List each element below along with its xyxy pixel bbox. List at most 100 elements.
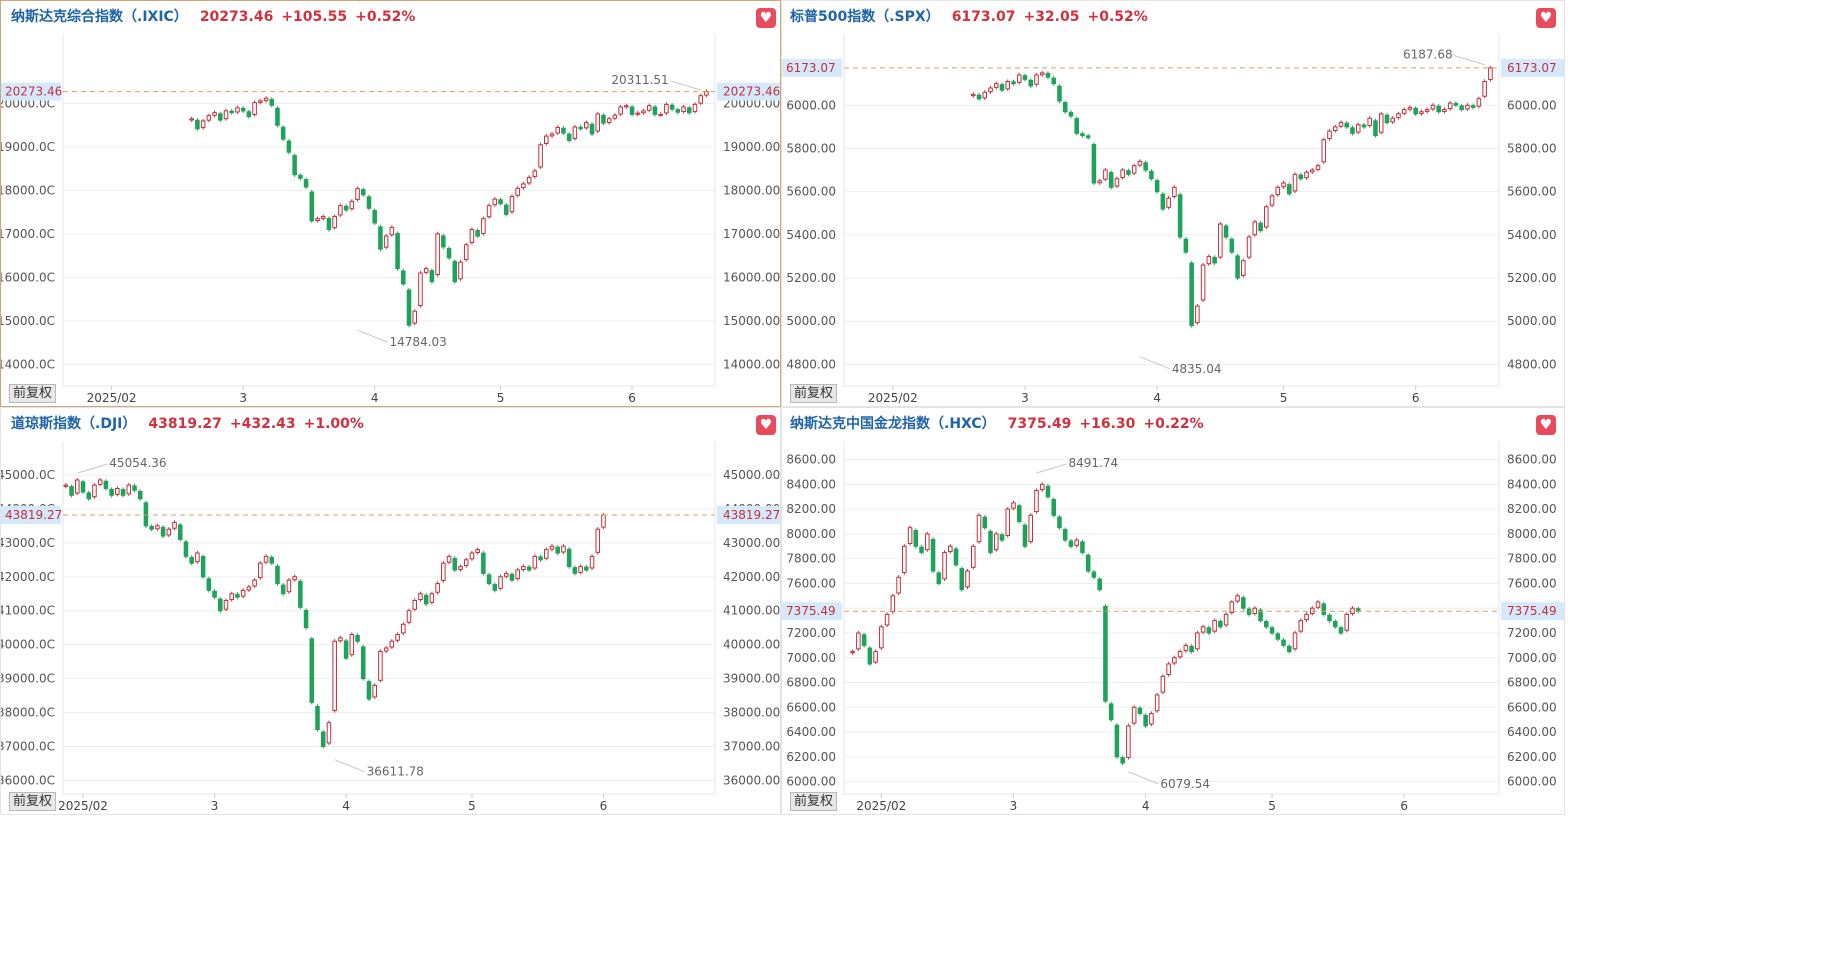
candle-up	[395, 633, 400, 641]
candle-up	[902, 545, 907, 574]
candle-down	[343, 640, 349, 659]
candle-down	[1143, 162, 1148, 171]
candlestick-chart-spx[interactable]: 4800.00 4800.00 5000.00 5000.00 5200.00 5200.…	[782, 1, 1565, 407]
candle-up	[624, 105, 629, 108]
candle-up	[521, 566, 526, 570]
candlestick-chart-hxc[interactable]: 6000.00 6000.00 6200.00 6200.00 6400.00 6400.…	[782, 408, 1565, 815]
candle-up	[412, 600, 418, 610]
candle-up	[601, 514, 606, 528]
candle-down	[1470, 105, 1476, 108]
candle-down	[498, 199, 503, 204]
price-tag-right-bg	[1501, 602, 1564, 621]
index-change: +16.30	[1079, 416, 1136, 432]
candle-up	[92, 484, 97, 498]
candle-down	[566, 548, 572, 568]
candle-down	[1143, 714, 1148, 727]
x-tick-label: 2025/02	[87, 391, 137, 405]
low-annotation-line	[1139, 356, 1171, 370]
candle-up	[286, 579, 292, 593]
chart-panel-spx[interactable]: 4800.00 4800.00 5000.00 5000.00 5200.00 5200.…	[781, 0, 1565, 407]
candle-down	[1264, 621, 1269, 628]
candle-up	[572, 126, 578, 139]
adjust-mode-button[interactable]: 前复权	[790, 792, 838, 811]
adjust-mode-button[interactable]: 前复权	[9, 384, 57, 403]
candle-down	[1338, 627, 1344, 634]
index-name[interactable]: 纳斯达克综合指数（.IXIC）	[11, 9, 188, 25]
candle-up	[1476, 98, 1482, 107]
y-tick-label-right: 5200.00	[1507, 271, 1557, 285]
candle-down	[315, 705, 320, 731]
y-tick-label-right: 16000.00	[723, 270, 780, 284]
favorite-heart-icon[interactable]: ♥	[756, 415, 776, 435]
candle-up	[948, 545, 953, 553]
y-tick-label-right: 6000.00	[1507, 98, 1557, 112]
x-tick-label: 5	[1268, 799, 1276, 813]
candle-up	[1183, 644, 1189, 652]
candle-down	[183, 541, 189, 557]
candle-down	[1287, 645, 1292, 653]
y-tick-label-left: 6400.00	[786, 725, 836, 739]
candle-up	[879, 626, 884, 649]
y-tick-label-right: 6800.00	[1507, 676, 1557, 690]
index-name[interactable]: 标普500指数（.SPX）	[790, 9, 940, 25]
y-tick-label-right: 14000.00	[723, 357, 780, 371]
index-name[interactable]: 纳斯达克中国金龙指数（.HXC）	[790, 416, 996, 432]
candle-down	[303, 609, 309, 629]
candle-down	[280, 126, 286, 140]
candle-down	[143, 502, 149, 527]
y-tick-label-left: 8000.00	[786, 527, 836, 541]
candle-up	[326, 722, 332, 744]
y-tick-label-left: 5200.00	[786, 271, 836, 285]
y-tick-label-left: 38000.0C	[1, 706, 55, 720]
candle-up	[355, 188, 360, 200]
index-name[interactable]: 道琼斯指数（.DJI）	[11, 416, 137, 432]
candlestick-chart-dji[interactable]: 36000.0C 36000.00 37000.0C 37000.00 38000.0C…	[1, 408, 781, 815]
chart-panel-dji[interactable]: 36000.0C 36000.00 37000.0C 37000.00 38000.0C…	[0, 407, 781, 815]
adjust-mode-button[interactable]: 前复权	[9, 792, 57, 811]
candle-up	[515, 187, 520, 196]
candle-up	[1281, 182, 1286, 188]
candlestick-chart-ixic[interactable]: 14000.0C 14000.00 15000.0C 15000.00 16000.0C…	[1, 1, 781, 407]
y-tick-label-right: 7800.00	[1507, 552, 1557, 566]
y-tick-label-right: 5400.00	[1507, 228, 1557, 242]
candle-up	[1114, 178, 1120, 187]
favorite-heart-icon[interactable]: ♥	[1536, 415, 1556, 435]
candle-down	[120, 489, 126, 496]
candle-up	[1011, 502, 1016, 509]
favorite-heart-icon[interactable]: ♥	[1536, 8, 1556, 28]
y-tick-label-right: 6200.00	[1507, 750, 1557, 764]
x-tick-label: 3	[1021, 391, 1029, 405]
favorite-heart-icon[interactable]: ♥	[756, 8, 776, 28]
candle-down	[867, 647, 873, 665]
candle-down	[298, 174, 303, 179]
y-tick-label-right: 15000.00	[723, 314, 780, 328]
candle-up	[1166, 663, 1171, 675]
candle-down	[1436, 105, 1441, 113]
y-tick-label-left: 45000.0C	[1, 468, 55, 482]
low-annotation: 36611.78	[367, 765, 424, 779]
candle-up	[681, 106, 686, 112]
candle-down	[509, 573, 515, 581]
index-change-pct: +1.00%	[303, 416, 364, 432]
candle-up	[423, 268, 429, 273]
candle-down	[1011, 81, 1016, 85]
y-tick-label-left: 5800.00	[786, 141, 836, 155]
candle-down	[1108, 172, 1114, 188]
candle-down	[1189, 262, 1194, 327]
candle-up	[1206, 255, 1212, 265]
price-tag-right-bg	[717, 506, 780, 525]
chart-panel-ixic[interactable]: 14000.0C 14000.00 15000.0C 15000.00 16000.0C…	[0, 0, 781, 407]
chart-panel-hxc[interactable]: 6000.00 6000.00 6200.00 6200.00 6400.00 6400.…	[781, 407, 1565, 815]
y-tick-label-right: 7200.00	[1507, 626, 1557, 640]
y-tick-label-right: 18000.00	[723, 183, 780, 197]
candle-up	[993, 83, 999, 88]
candle-down	[953, 548, 959, 566]
y-tick-label-left: 17000.0C	[1, 227, 55, 241]
candle-up	[1338, 122, 1344, 127]
candle-down	[177, 524, 183, 540]
high-annotation: 20311.51	[611, 73, 668, 87]
x-tick-label: 5	[497, 391, 505, 405]
candle-down	[959, 568, 965, 591]
adjust-mode-button[interactable]: 前复权	[790, 384, 838, 403]
low-annotation-line	[334, 759, 365, 773]
